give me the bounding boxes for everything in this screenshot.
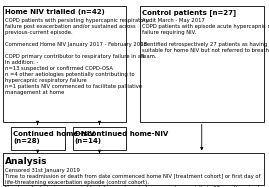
FancyBboxPatch shape: [3, 153, 264, 185]
Text: COPD patients with persisting hypercapnic respiratory
failure post exacerbation : COPD patients with persisting hypercapni…: [5, 18, 148, 95]
Text: Audit March - May 2017
COPD patients with episode acute hypercapnic respiratory
: Audit March - May 2017 COPD patients wit…: [142, 18, 269, 59]
Text: Censored 31st January 2019
Time to readmission or death from date commenced home: Censored 31st January 2019 Time to readm…: [5, 168, 269, 187]
Text: Control patients [n=27]: Control patients [n=27]: [142, 9, 236, 16]
Text: Home NIV trialled (n=42): Home NIV trialled (n=42): [5, 9, 105, 15]
Text: Analysis: Analysis: [5, 157, 47, 166]
FancyBboxPatch shape: [11, 127, 65, 150]
Text: Discontinued home-NIV
(n=14): Discontinued home-NIV (n=14): [75, 131, 168, 144]
FancyBboxPatch shape: [73, 127, 126, 150]
Text: Continued home-NIV
(n=28): Continued home-NIV (n=28): [13, 131, 95, 144]
FancyBboxPatch shape: [3, 6, 126, 122]
FancyBboxPatch shape: [140, 6, 264, 122]
